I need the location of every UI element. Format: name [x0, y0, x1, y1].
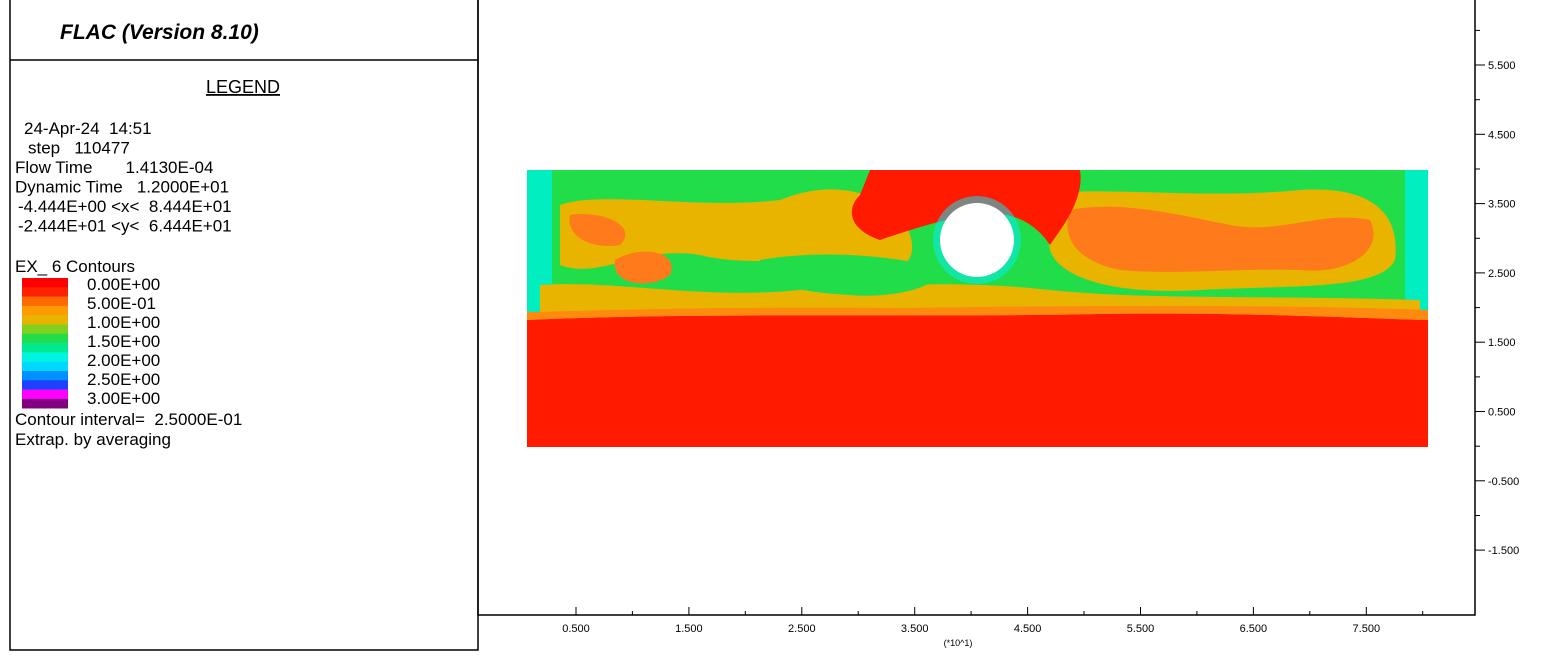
color-swatch [22, 296, 68, 307]
contour-level: 2.00E+00 [87, 351, 160, 370]
x-tick-label: 6.500 [1240, 623, 1268, 635]
contour-level: 1.50E+00 [87, 332, 160, 351]
x-tick-label: 0.500 [562, 623, 590, 635]
color-swatch [22, 315, 68, 325]
plot-frame [477, 0, 1476, 616]
contour-level: 0.00E+00 [87, 275, 160, 294]
legend-panel [9, 0, 479, 651]
color-swatch [22, 278, 68, 288]
y-tick-label: 1.500 [1488, 337, 1516, 349]
contour-interval: Contour interval= 2.5000E-01 [15, 410, 242, 429]
x-tick-label: 3.500 [901, 623, 929, 635]
color-swatch [22, 287, 68, 297]
x-tick-label: 5.500 [1127, 623, 1155, 635]
legend-info: -2.444E+01 <y< 6.444E+01 [18, 217, 232, 236]
color-swatch [22, 343, 68, 353]
color-swatch [22, 371, 68, 381]
legend-info: Flow Time 1.4130E-04 [15, 158, 213, 177]
y-tick-label: 3.500 [1488, 199, 1516, 211]
color-swatch [22, 333, 68, 344]
color-swatch [22, 398, 68, 409]
x-tick-label: 1.500 [675, 623, 703, 635]
color-swatch [22, 361, 68, 372]
contour-title: EX_ 6 Contours [15, 257, 135, 276]
legend-info: Dynamic Time 1.2000E+01 [15, 178, 229, 197]
x-multiplier: (*10^1) [944, 638, 973, 648]
x-tick-label: 7.500 [1353, 623, 1381, 635]
legend-info: step 110477 [28, 139, 130, 158]
y-tick-label: -1.500 [1488, 545, 1519, 557]
contour-level: 5.00E-01 [87, 294, 156, 313]
contour-level: 2.50E+00 [87, 370, 160, 389]
extrap-method: Extrap. by averaging [15, 430, 171, 449]
y-tick-label: 2.500 [1488, 268, 1516, 280]
x-tick-label: 4.500 [1014, 623, 1042, 635]
color-swatch [22, 324, 68, 335]
legend-title: LEGEND [206, 77, 280, 97]
color-swatch [22, 352, 68, 362]
app-title: FLAC (Version 8.10) [60, 21, 259, 44]
y-tick-label: 5.500 [1488, 60, 1516, 72]
contour-plot [527, 170, 1428, 447]
y-tick-label: 4.500 [1488, 129, 1516, 141]
legend-info: -4.444E+00 <x< 8.444E+01 [18, 197, 232, 216]
color-swatch [22, 305, 68, 316]
contour-level: 3.00E+00 [87, 389, 160, 408]
contour-level: 1.00E+00 [87, 313, 160, 332]
color-swatch [22, 380, 68, 390]
y-tick-label: -0.500 [1488, 476, 1519, 488]
color-scale [22, 278, 68, 409]
y-tick-label: 0.500 [1488, 407, 1516, 419]
legend-info: 24-Apr-24 14:51 [24, 119, 152, 138]
x-tick-label: 2.500 [788, 623, 816, 635]
color-swatch [22, 389, 68, 400]
